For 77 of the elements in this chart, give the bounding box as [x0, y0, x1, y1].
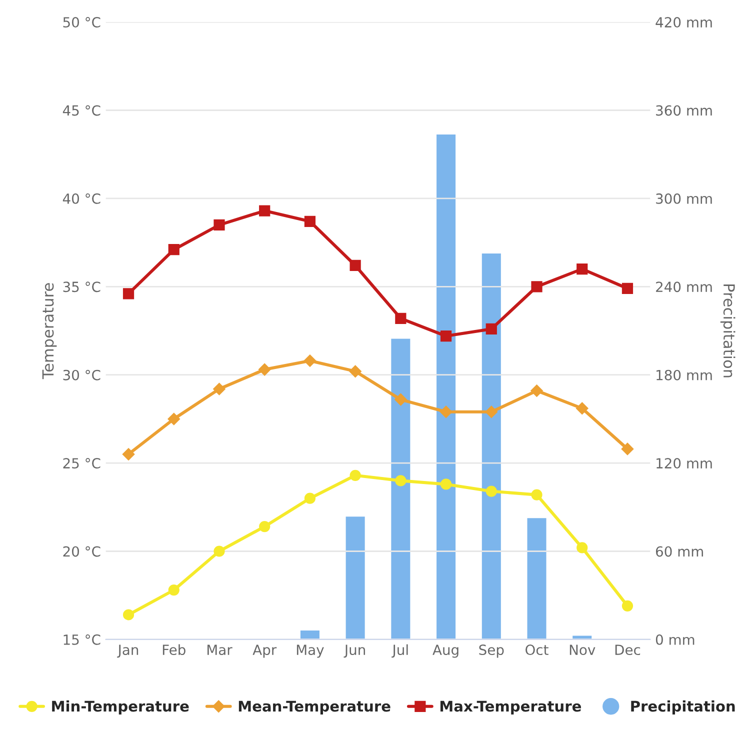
point	[259, 205, 270, 216]
point	[531, 281, 542, 292]
legend-label: Mean-Temperature	[238, 700, 390, 715]
y2-tick-label: 240 mm	[656, 282, 712, 292]
legend-label: Min-Temperature	[52, 700, 189, 715]
bar	[526, 516, 548, 640]
y-tick-label: 20 °C	[63, 546, 100, 557]
point	[530, 384, 543, 397]
y2-tick-label: 420 mm	[656, 17, 712, 28]
point	[304, 216, 316, 227]
y-tick-label: 25 °C	[63, 458, 100, 469]
point	[486, 323, 497, 335]
point	[168, 244, 180, 256]
point	[350, 470, 361, 481]
point	[304, 354, 316, 367]
y2-axis-title: Precipitation	[720, 284, 736, 378]
bar	[390, 337, 412, 640]
point	[214, 546, 225, 557]
point	[213, 382, 226, 396]
x-tick-label: Nov	[570, 644, 596, 656]
point	[485, 406, 498, 418]
point	[214, 219, 225, 230]
point	[622, 600, 634, 612]
point	[122, 288, 134, 300]
y-tick-label: 40 °C	[62, 193, 100, 204]
bar	[571, 634, 594, 640]
point	[440, 406, 452, 418]
x-tick-label: Dec	[615, 644, 640, 656]
point	[531, 489, 542, 500]
legend-label: Precipitation	[631, 700, 735, 715]
y2-tick-label: 360 mm	[656, 105, 712, 116]
point	[576, 402, 588, 414]
x-tick-label: Oct	[526, 644, 548, 656]
y2-tick-label: 0 mm	[656, 634, 694, 645]
bar	[344, 515, 366, 640]
y-tick-label: 50 °C	[63, 17, 100, 28]
x-tick-label: Sep	[479, 644, 504, 658]
y-axis-title: Temperature	[42, 283, 57, 380]
y2-tick-label: 300 mm	[656, 193, 712, 204]
point	[486, 486, 497, 497]
point	[395, 475, 406, 486]
x-tick-label: Aug	[432, 644, 458, 658]
y-tick-label: 45 °C	[62, 105, 100, 116]
bar	[299, 629, 321, 640]
bar	[435, 133, 457, 640]
y-tick-label: 30 °C	[63, 370, 100, 380]
x-tick-label: Mar	[208, 644, 232, 656]
point	[621, 442, 634, 456]
point	[395, 312, 406, 324]
bar	[480, 252, 502, 640]
x-tick-label: Jul	[392, 644, 408, 658]
y2-tick-label: 180 mm	[656, 370, 712, 380]
point	[168, 584, 180, 596]
y2-tick-label: 120 mm	[656, 458, 712, 469]
point	[576, 542, 588, 554]
legend-label: Max-Temperature	[440, 700, 581, 715]
point	[576, 263, 588, 275]
x-tick-label: Jan	[117, 644, 138, 658]
x-tick-label: May	[296, 644, 324, 658]
y-tick-label: 15 °C	[64, 634, 100, 645]
x-tick-label: Apr	[252, 644, 277, 658]
point	[622, 282, 634, 294]
point	[349, 365, 362, 378]
point	[122, 609, 134, 620]
x-tick-label: Jun	[344, 644, 365, 658]
point	[350, 260, 361, 272]
point	[394, 393, 407, 406]
x-tick-label: Feb	[162, 644, 186, 656]
point	[440, 478, 452, 490]
y-tick-label: 35 °C	[63, 282, 100, 292]
point	[304, 492, 316, 504]
point	[258, 363, 271, 376]
point	[259, 521, 270, 532]
point	[168, 412, 180, 426]
y2-tick-label: 60 mm	[656, 546, 703, 557]
point	[440, 330, 452, 342]
point	[122, 448, 135, 460]
